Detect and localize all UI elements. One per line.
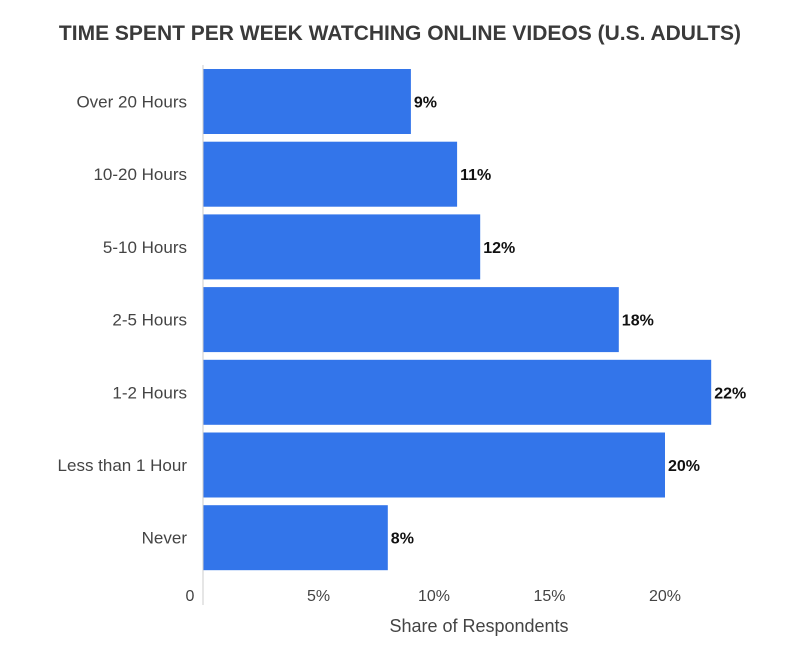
x-axis-title: Share of Respondents — [389, 616, 568, 636]
data-label: 20% — [668, 458, 700, 475]
category-label: 2-5 Hours — [112, 311, 187, 330]
data-label: 8% — [391, 531, 414, 548]
data-label: 11% — [460, 167, 491, 184]
bar — [203, 214, 481, 280]
x-tick-label: 15% — [533, 588, 565, 605]
data-label: 18% — [622, 313, 654, 330]
data-label: 12% — [483, 240, 515, 257]
category-label: Never — [142, 529, 188, 548]
category-label: 1-2 Hours — [112, 383, 187, 402]
bar — [203, 432, 665, 498]
x-tick-label: 5% — [307, 588, 330, 605]
category-label: Less than 1 Hour — [58, 456, 188, 475]
category-label: 5-10 Hours — [103, 238, 187, 257]
category-label: Over 20 Hours — [76, 93, 187, 112]
data-label: 9% — [414, 95, 437, 112]
bar — [203, 287, 619, 353]
data-label: 22% — [714, 385, 746, 402]
x-tick-label: 20% — [649, 588, 681, 605]
chart-title: TIME SPENT PER WEEK WATCHING ONLINE VIDE… — [59, 22, 741, 45]
bar — [203, 141, 458, 207]
bar — [203, 69, 411, 134]
bar — [203, 359, 712, 425]
x-tick-label: 0 — [186, 588, 195, 605]
category-label: 10-20 Hours — [93, 165, 187, 184]
bar — [203, 505, 388, 571]
x-axis: 0 5% 10% 15% 20% — [186, 65, 681, 605]
x-tick-label: 10% — [418, 588, 450, 605]
plot-area: Over 20 Hours 9% 10-20 Hours 11% 5-10 Hours 1… — [58, 69, 746, 571]
